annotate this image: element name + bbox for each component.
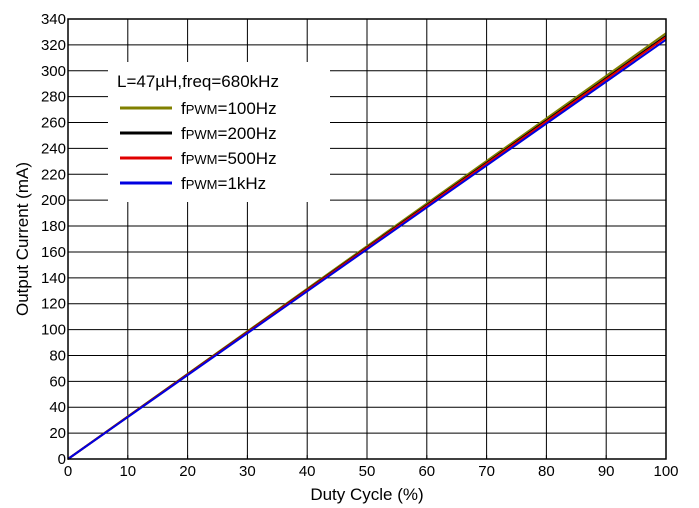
y-tick-label: 0 bbox=[58, 451, 66, 468]
y-tick-label: 240 bbox=[41, 140, 66, 157]
plot-frame bbox=[67, 18, 667, 460]
y-tick-label: 180 bbox=[41, 218, 66, 235]
x-tick-label: 50 bbox=[359, 463, 376, 480]
legend-label: fPWM=500Hz bbox=[181, 149, 277, 168]
y-tick-label: 260 bbox=[41, 115, 66, 132]
y-tick-label: 60 bbox=[49, 373, 66, 390]
tick-labels: 0 10 20 30 40 50 60 70 80 90 100 0 20 40 60 80 100 120 140… bbox=[41, 11, 679, 480]
x-axis-label: Duty Cycle (%) bbox=[310, 485, 423, 504]
y-tick-label: 220 bbox=[41, 166, 66, 183]
series-layer bbox=[67, 32, 667, 460]
x-tick-label: 70 bbox=[478, 463, 495, 480]
y-axis-label: Output Current (mA) bbox=[13, 162, 32, 316]
legend-title: L=47µH,freq=680kHz bbox=[117, 72, 279, 91]
y-tick-label: 80 bbox=[49, 347, 66, 364]
x-tick-label: 0 bbox=[64, 463, 72, 480]
y-tick-label: 160 bbox=[41, 244, 66, 261]
series-line bbox=[67, 38, 667, 460]
x-tick-label: 40 bbox=[299, 463, 316, 480]
x-tick-label: 60 bbox=[418, 463, 435, 480]
x-tick-label: 30 bbox=[239, 463, 256, 480]
legend-label: fPWM=100Hz bbox=[181, 99, 277, 118]
legend-label: fPWM=200Hz bbox=[181, 124, 277, 143]
x-tick-label: 90 bbox=[598, 463, 615, 480]
y-tick-label: 140 bbox=[41, 270, 66, 287]
y-tick-label: 280 bbox=[41, 89, 66, 106]
x-tick-label: 20 bbox=[179, 463, 196, 480]
x-tick-label: 10 bbox=[119, 463, 136, 480]
x-tick-label: 100 bbox=[653, 463, 678, 480]
legend-label: fPWM=1kHz bbox=[181, 174, 266, 193]
legend: L=47µH,freq=680kHz fPWM=100HzfPWM=200Hzf… bbox=[108, 62, 330, 202]
y-tick-label: 120 bbox=[41, 296, 66, 313]
y-tick-label: 340 bbox=[41, 11, 66, 28]
y-tick-label: 320 bbox=[41, 37, 66, 54]
x-tick-label: 80 bbox=[538, 463, 555, 480]
y-tick-label: 300 bbox=[41, 63, 66, 80]
y-tick-label: 200 bbox=[41, 192, 66, 209]
y-tick-label: 100 bbox=[41, 322, 66, 339]
legend-items: fPWM=100Hz fPWM=200Hz fPWM=500Hz fPWM=1kHz bbox=[120, 99, 277, 193]
y-tick-label: 40 bbox=[49, 399, 66, 416]
y-tick-label: 20 bbox=[49, 425, 66, 442]
